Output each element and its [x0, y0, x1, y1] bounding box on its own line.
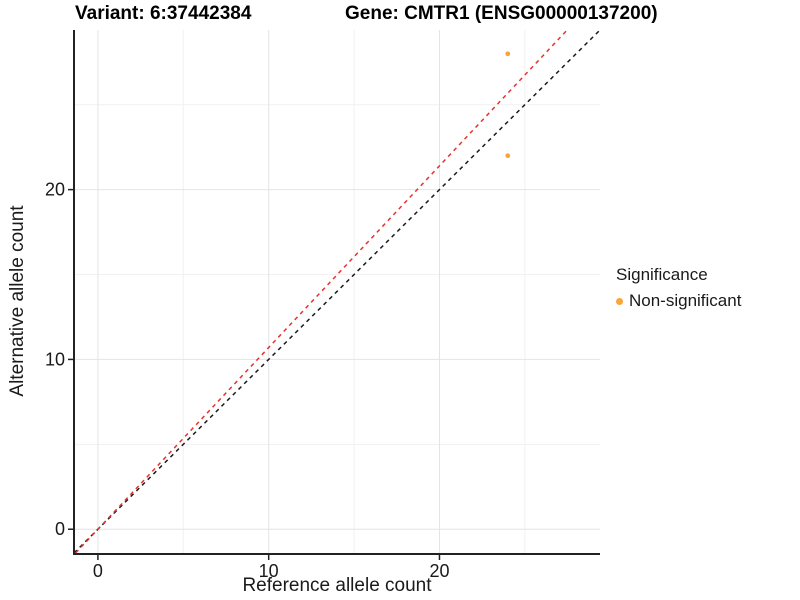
- legend-title: Significance: [616, 265, 708, 284]
- y-tick-label: 10: [45, 349, 65, 369]
- y-axis-title: Alternative allele count: [7, 205, 28, 397]
- x-tick-label: 0: [93, 561, 103, 581]
- plot-title-gene: Gene: CMTR1 (ENSG00000137200): [345, 3, 658, 24]
- data-point: [505, 51, 511, 57]
- x-tick-label: 20: [429, 561, 449, 581]
- legend: Significance Non-significant: [616, 265, 741, 311]
- legend-item: Non-significant: [616, 291, 741, 311]
- x-tick-label: 10: [259, 561, 279, 581]
- expected-ratio-line: [75, 29, 568, 554]
- identity-line: [73, 29, 601, 554]
- legend-item-label: Non-significant: [629, 291, 742, 310]
- data-point: [505, 153, 511, 159]
- legend-point-swatch-icon: [616, 297, 623, 305]
- y-tick-label: 0: [55, 519, 65, 539]
- y-tick-label: 20: [45, 180, 65, 200]
- x-axis-title: Reference allele count: [242, 575, 432, 596]
- plot-title-variant: Variant: 6:37442384: [75, 3, 252, 24]
